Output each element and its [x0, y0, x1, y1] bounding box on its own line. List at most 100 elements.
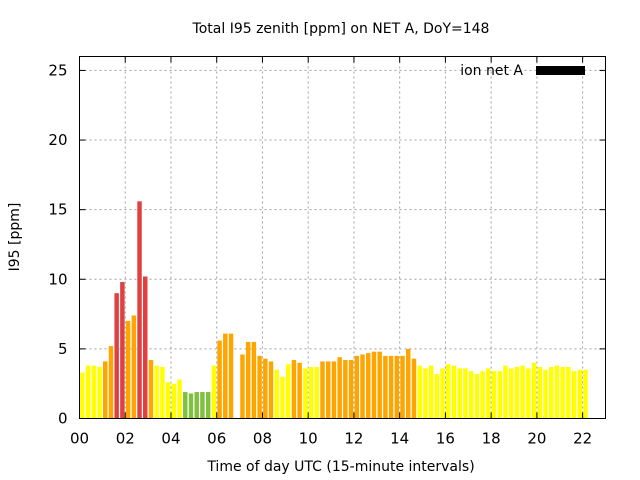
bar [583, 369, 588, 419]
bar [268, 361, 274, 419]
bar [411, 358, 417, 419]
bar [143, 276, 148, 419]
grid-lines [79, 56, 606, 419]
bar [463, 368, 468, 419]
x-tick-label: 14 [390, 430, 409, 448]
bar [508, 368, 514, 419]
bar [85, 365, 91, 419]
y-tick-label: 0 [58, 410, 68, 428]
bar [388, 355, 394, 419]
bar [223, 333, 228, 419]
bar [160, 366, 165, 419]
legend-label: ion net A [460, 63, 523, 79]
bar [348, 360, 354, 419]
bar [446, 364, 451, 419]
axis-ticks: 0 5 10 15 20 25 00 02 04 06 08 10 12 14 16 18 20 22 [48, 56, 606, 448]
bar [245, 341, 251, 419]
bar [486, 368, 491, 419]
bar [171, 383, 177, 419]
bar [468, 371, 474, 419]
bar [91, 365, 97, 419]
bar [200, 392, 205, 419]
y-tick-label: 10 [48, 270, 67, 288]
bar [263, 358, 268, 419]
bar [177, 379, 182, 419]
bar [308, 366, 314, 419]
bar [520, 365, 525, 419]
bar [211, 365, 217, 419]
bar [228, 333, 234, 419]
bar [543, 369, 548, 419]
bar [291, 360, 297, 419]
x-tick-label: 10 [299, 430, 318, 448]
bar [125, 321, 131, 419]
plot-frame [79, 56, 606, 419]
bar [280, 376, 285, 419]
legend: ion net A [460, 63, 585, 79]
bar [285, 364, 291, 419]
bar [537, 366, 542, 419]
bar [440, 368, 445, 419]
bars [80, 201, 588, 419]
bar [251, 341, 257, 419]
bar [371, 351, 377, 419]
x-tick-label: 08 [253, 430, 272, 448]
legend-swatch [536, 66, 585, 75]
x-tick-label: 02 [116, 430, 135, 448]
bar [377, 351, 382, 419]
y-tick-label: 5 [58, 340, 68, 358]
bar [183, 392, 188, 419]
y-tick-label: 20 [48, 131, 67, 149]
bar [120, 282, 125, 419]
bar [577, 369, 582, 419]
bar [148, 360, 154, 419]
bar [428, 365, 434, 419]
bar [406, 348, 411, 419]
bar [514, 366, 520, 419]
bar [314, 366, 319, 419]
bar [154, 365, 159, 419]
bar [188, 393, 194, 419]
bar [434, 373, 440, 419]
chart-title: Total I95 zenith [ppm] on NET A, DoY=148 [192, 21, 490, 37]
bar [423, 368, 428, 419]
y-tick-label: 15 [48, 201, 67, 219]
bar [103, 361, 108, 419]
bar [114, 293, 119, 419]
bar [474, 373, 480, 419]
y-tick-label: 25 [48, 61, 67, 79]
bar [554, 365, 560, 419]
bar [131, 315, 137, 419]
bar [354, 355, 360, 419]
bar [320, 361, 325, 419]
bar [548, 366, 554, 419]
bar [451, 365, 457, 419]
bar [360, 354, 365, 419]
x-axis-label: Time of day UTC (15-minute intervals) [206, 459, 474, 475]
bar [383, 355, 388, 419]
bar [217, 340, 222, 419]
x-tick-label: 18 [482, 430, 501, 448]
x-tick-label: 06 [207, 430, 226, 448]
bar [531, 362, 537, 419]
bar [526, 368, 531, 419]
bar [331, 361, 337, 419]
bar [108, 346, 114, 419]
x-tick-label: 12 [344, 430, 363, 448]
bar [560, 366, 565, 419]
x-tick-label: 04 [161, 430, 180, 448]
bar [457, 368, 462, 419]
bar [491, 371, 497, 419]
bar [165, 382, 171, 419]
bar [417, 365, 422, 419]
x-tick-label: 00 [70, 430, 89, 448]
bar [325, 361, 331, 419]
bar [571, 371, 577, 419]
bar [194, 392, 199, 419]
bar [80, 372, 85, 419]
bar [303, 368, 308, 419]
bar [240, 354, 245, 419]
bar [394, 355, 400, 419]
bar [257, 355, 262, 419]
